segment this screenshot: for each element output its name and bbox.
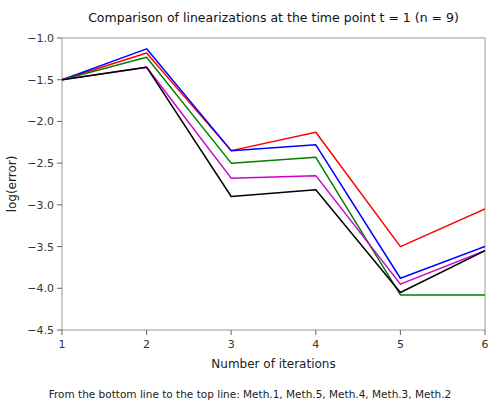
title: Comparison of linearizations at the time… <box>88 10 459 25</box>
series-line <box>62 53 485 247</box>
chart: 1 2 3 4 5 6 −4.5 −4.0 −3.5 −3.0 −2.5 −2.0 −1.5 −1.0 Co… <box>0 0 500 415</box>
x-tick-label: 6 <box>482 338 489 351</box>
y-tick <box>57 121 62 122</box>
y-axis-label: log(error) <box>5 156 19 213</box>
y-tick <box>57 163 62 164</box>
y-tick-label: −1.5 <box>27 74 54 87</box>
x-tick <box>231 330 232 335</box>
x-tick <box>62 330 63 335</box>
y-tick-label: −4.5 <box>27 324 54 337</box>
y-tick <box>57 79 62 80</box>
y-tick <box>57 330 62 331</box>
y-tick <box>57 38 62 39</box>
x-tick-label: 3 <box>228 338 235 351</box>
y-tick-label: −2.0 <box>27 115 54 128</box>
y-tick-label: −3.5 <box>27 241 54 254</box>
x-tick <box>146 330 147 335</box>
x-tick <box>315 330 316 335</box>
series-line <box>62 67 485 292</box>
y-tick <box>57 246 62 247</box>
y-tick-label: −1.0 <box>27 32 54 45</box>
x-axis-label: Number of iterations <box>211 357 335 371</box>
x-tick <box>485 330 486 335</box>
plot-frame <box>62 38 485 330</box>
x-tick <box>400 330 401 335</box>
caption: From the bottom line to the top line: Me… <box>49 388 452 400</box>
y-tick <box>57 288 62 289</box>
x-tick-label: 5 <box>397 338 404 351</box>
x-tick-label: 4 <box>312 338 319 351</box>
y-tick-label: −4.0 <box>27 282 54 295</box>
series-line <box>62 67 485 284</box>
y-tick-label: −2.5 <box>27 157 54 170</box>
y-tick <box>57 204 62 205</box>
x-tick-label: 2 <box>143 338 150 351</box>
series-line <box>62 57 485 295</box>
series-line <box>62 49 485 278</box>
lines <box>62 49 485 295</box>
y-tick-label: −3.0 <box>27 199 54 212</box>
x-tick-label: 1 <box>59 338 66 351</box>
